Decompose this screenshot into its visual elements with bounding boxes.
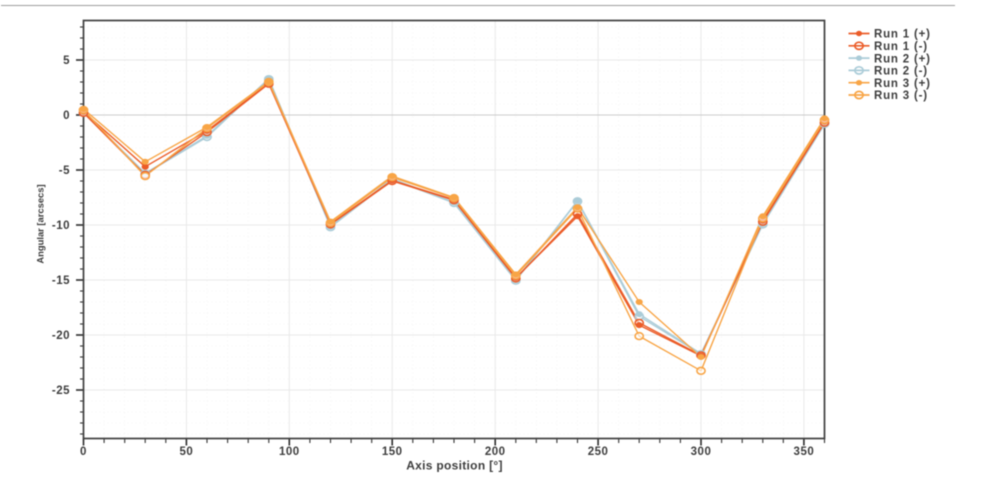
svg-text:Angular [arcsecs]: Angular [arcsecs] <box>35 184 46 263</box>
svg-text:Axis position [°]: Axis position [°] <box>406 459 503 473</box>
svg-text:-25: -25 <box>52 385 70 397</box>
svg-text:Run 1 (+): Run 1 (+) <box>874 29 931 41</box>
svg-text:-10: -10 <box>52 220 70 232</box>
svg-text:350: 350 <box>794 446 815 458</box>
svg-text:-5: -5 <box>59 165 70 177</box>
svg-text:Run 1 (-): Run 1 (-) <box>874 41 928 53</box>
svg-text:Run 3 (-): Run 3 (-) <box>874 90 928 102</box>
svg-text:100: 100 <box>279 446 300 458</box>
svg-text:150: 150 <box>382 446 403 458</box>
svg-text:0: 0 <box>63 110 70 122</box>
svg-text:0: 0 <box>80 446 87 458</box>
svg-text:200: 200 <box>485 446 506 458</box>
svg-text:250: 250 <box>588 446 609 458</box>
svg-text:Run 3 (+): Run 3 (+) <box>874 78 931 90</box>
svg-text:-20: -20 <box>52 330 70 342</box>
svg-text:Run 2 (-): Run 2 (-) <box>874 66 928 78</box>
svg-text:-15: -15 <box>52 275 70 287</box>
svg-text:300: 300 <box>691 446 712 458</box>
svg-text:5: 5 <box>63 55 70 67</box>
svg-text:50: 50 <box>180 446 194 458</box>
svg-text:Run 2 (+): Run 2 (+) <box>874 53 931 65</box>
